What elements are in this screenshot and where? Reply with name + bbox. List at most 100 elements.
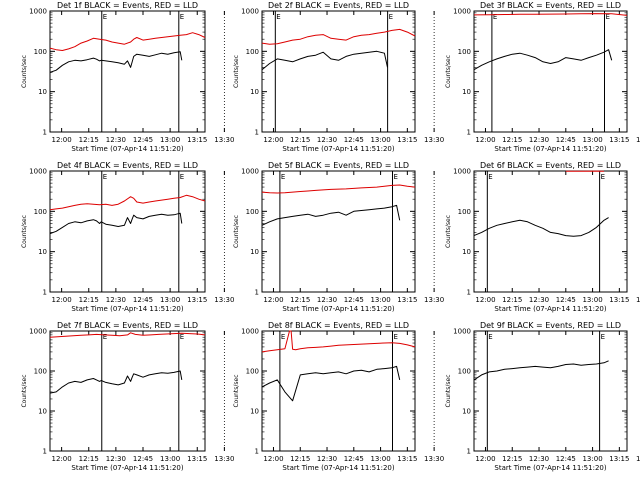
x-tick-label: 12:45 (344, 136, 364, 144)
x-axis-label: Start Time (07-Apr-14 11:51:20) (282, 305, 394, 313)
detector-panel-6: Det 6f BLACK = Events, RED = LLD 1 10 100 10… (445, 161, 640, 313)
x-tick-label: 12:15 (502, 455, 522, 463)
y-tick-label: 1 (467, 289, 471, 297)
x-tick-label: 13:00 (370, 455, 390, 463)
x-tick-label: 13:30 (214, 136, 234, 144)
series-events (261, 365, 401, 402)
detector-panel-5: Det 5f BLACK = Events, RED = LLD 1 10 100 10… (233, 161, 444, 313)
series-lld (49, 194, 206, 211)
series-lld (49, 32, 206, 51)
event-marker-label: E (394, 333, 398, 341)
x-tick-label: 12:45 (344, 296, 364, 304)
x-tick-label: 12:00 (263, 455, 283, 463)
y-axis-label: Counts/sec (445, 374, 452, 407)
plot-frame (49, 10, 206, 133)
x-tick-label: 12:00 (263, 136, 283, 144)
x-tick-label: 13:00 (370, 136, 390, 144)
x-axis-label: Start Time (07-Apr-14 11:51:20) (494, 464, 606, 472)
x-tick-label: 13:00 (582, 455, 602, 463)
y-tick-label: 100 (458, 48, 471, 56)
y-tick-label: 1 (467, 448, 471, 456)
x-tick-label: 13:15 (397, 296, 417, 304)
y-tick-label: 10 (250, 408, 259, 416)
x-tick-label: 13:30 (214, 455, 234, 463)
x-tick-label: 12:45 (133, 455, 153, 463)
x-tick-label: 13:15 (609, 455, 629, 463)
series-lld (473, 13, 628, 16)
x-tick-label: 13:15 (609, 136, 629, 144)
y-axis-label: Counts/sec (21, 55, 28, 88)
x-tick-label: 12:00 (475, 455, 495, 463)
x-tick-label: 13:00 (370, 296, 390, 304)
y-tick-label: 1000 (453, 168, 471, 176)
event-marker-label: E (606, 13, 610, 21)
panel-title: Det 3f BLACK = Events, RED = LLD (480, 1, 621, 10)
y-tick-label: 1000 (29, 168, 47, 176)
x-axis-label: Start Time (07-Apr-14 11:51:20) (282, 464, 394, 472)
series-lld (49, 332, 206, 338)
panel-title: Det 7f BLACK = Events, RED = LLD (57, 321, 198, 330)
x-tick-label: 12:30 (529, 136, 549, 144)
detector-panel-2: Det 2f BLACK = Events, RED = LLD 1 10 100 10… (233, 1, 444, 153)
y-tick-label: 1000 (29, 8, 47, 16)
event-marker-label: E (281, 333, 285, 341)
detector-panel-9: Det 9f BLACK = Events, RED = LLD 1 10 100 10… (445, 321, 640, 472)
plot-frame (473, 10, 628, 133)
y-tick-label: 1000 (241, 8, 259, 16)
x-tick-label: 13:15 (609, 296, 629, 304)
y-tick-label: 1 (467, 129, 471, 137)
x-axis-label: Start Time (07-Apr-14 11:51:20) (282, 145, 394, 153)
event-marker-label: E (389, 13, 393, 21)
panel-title: Det 1f BLACK = Events, RED = LLD (57, 1, 198, 10)
event-marker-label: E (103, 13, 107, 21)
y-tick-label: 10 (38, 248, 47, 256)
y-axis-label: Counts/sec (233, 215, 240, 248)
x-tick-label: 12:00 (263, 296, 283, 304)
panel-title: Det 4f BLACK = Events, RED = LLD (57, 161, 198, 170)
event-marker-label: E (276, 13, 280, 21)
x-tick-label: 12:45 (133, 296, 153, 304)
y-axis-label: Counts/sec (445, 55, 452, 88)
x-tick-label: 12:30 (317, 455, 337, 463)
y-tick-label: 100 (34, 48, 47, 56)
x-tick-label: 12:15 (79, 296, 99, 304)
y-tick-label: 1 (43, 289, 47, 297)
detector-panel-3: Det 3f BLACK = Events, RED = LLD 1 10 100 10… (445, 1, 640, 153)
x-tick-label: 12:45 (344, 455, 364, 463)
panel-title: Det 5f BLACK = Events, RED = LLD (268, 161, 409, 170)
x-axis-label: Start Time (07-Apr-14 11:51:20) (494, 145, 606, 153)
x-axis-label: Start Time (07-Apr-14 11:51:20) (71, 145, 183, 153)
x-tick-label: 12:30 (529, 296, 549, 304)
x-tick-label: 13:30 (214, 296, 234, 304)
panel-title: Det 6f BLACK = Events, RED = LLD (480, 161, 621, 170)
y-tick-label: 100 (34, 368, 47, 376)
y-tick-label: 100 (246, 208, 259, 216)
event-marker-label: E (493, 13, 497, 21)
x-tick-label: 13:00 (160, 136, 180, 144)
detector-panel-1: Det 1f BLACK = Events, RED = LLD 1 10 100 10… (21, 1, 234, 153)
series-events (49, 212, 183, 235)
x-tick-label: 12:15 (290, 296, 310, 304)
x-tick-label: 13:15 (187, 136, 207, 144)
x-tick-label: 12:00 (52, 296, 72, 304)
x-tick-label: 13:15 (397, 455, 417, 463)
series-lld (261, 330, 416, 353)
panel-title: Det 8f BLACK = Events, RED = LLD (268, 321, 409, 330)
x-tick-label: 13:15 (397, 136, 417, 144)
x-tick-label: 12:30 (317, 296, 337, 304)
detector-panel-8: Det 8f BLACK = Events, RED = LLD 1 10 100 10… (233, 321, 444, 472)
series-lld (261, 184, 416, 194)
series-events (473, 49, 613, 71)
event-marker-label: E (601, 333, 605, 341)
series-events (49, 51, 183, 73)
y-tick-label: 1000 (453, 328, 471, 336)
y-tick-label: 10 (250, 88, 259, 96)
event-marker-label: E (103, 173, 107, 181)
event-marker-label: E (394, 173, 398, 181)
y-tick-label: 10 (462, 88, 471, 96)
x-tick-label: 12:30 (529, 455, 549, 463)
x-tick-label: 13:30 (424, 296, 444, 304)
event-marker-label: E (180, 333, 184, 341)
x-tick-label: 12:15 (79, 455, 99, 463)
y-tick-label: 1000 (453, 8, 471, 16)
